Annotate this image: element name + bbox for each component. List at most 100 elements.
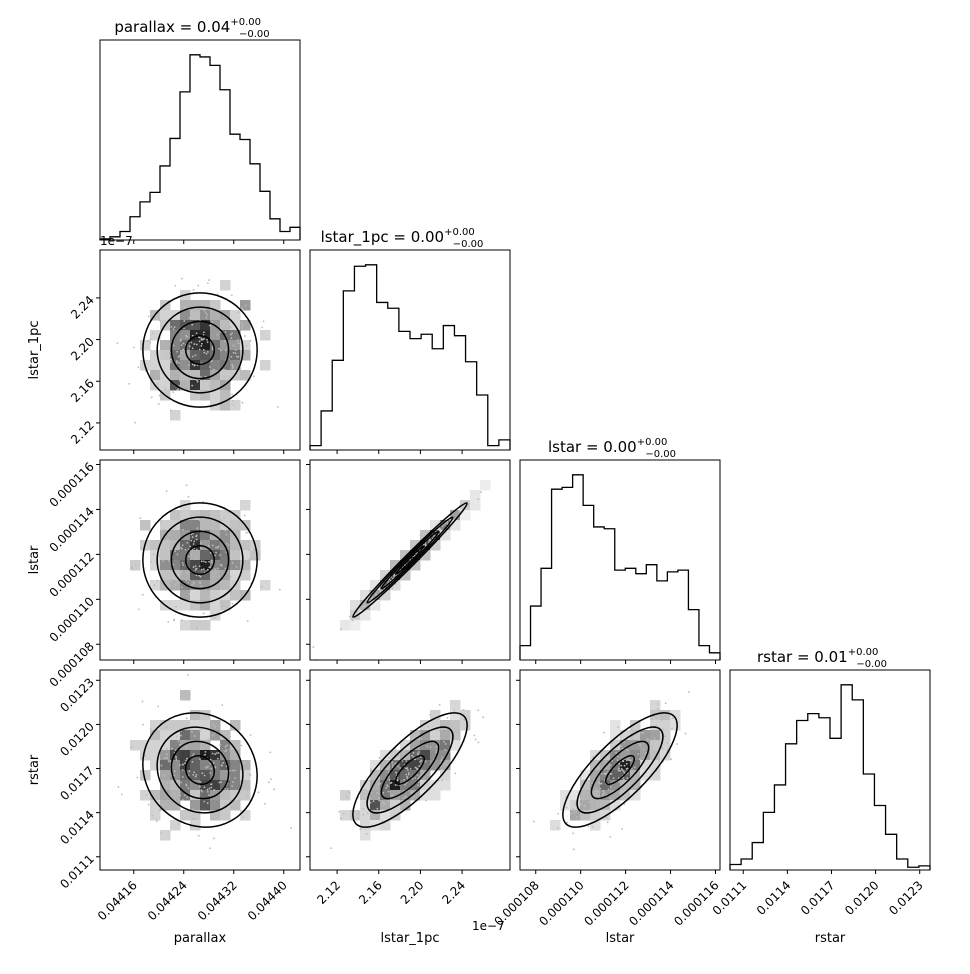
sample-point [621,768,624,771]
density-bin [190,530,201,541]
sample-point [208,324,211,327]
sample-point [216,752,218,754]
density-bin [210,540,221,551]
contour-level-4 [142,712,258,828]
density-bin [360,610,371,621]
sample-point [169,409,172,412]
sample-point [394,784,397,786]
sample-point [180,570,183,573]
sample-point [606,770,609,773]
contour-level-4 [352,502,468,618]
sample-point [565,796,567,798]
sample-point [211,752,214,755]
density-bin [600,800,611,811]
sample-point [180,734,182,737]
density-bin [160,310,171,321]
density-bin [190,300,201,311]
sample-point [214,554,216,557]
sample-point [188,593,191,595]
sample-point [197,284,200,287]
sample-point [141,593,144,596]
sample-point [235,753,237,756]
sample-point [196,514,198,517]
sample-point [179,791,181,794]
sample-point [411,777,414,780]
sample-point [231,399,234,402]
sample-point [418,751,421,753]
sample-point [407,769,409,771]
density-bin [190,390,201,401]
sample-point [194,775,197,778]
sample-point [357,812,360,815]
sample-point [235,355,238,358]
density-bin [150,810,161,821]
x-tick-label-lstar: 0.000110 [536,878,586,928]
sample-point [155,793,158,796]
density-bin [220,800,231,811]
y-tick-label-lstar: 0.000112 [47,549,97,599]
sample-point [477,498,480,501]
sample-point [232,351,235,354]
sample-point [245,344,248,347]
sample-point [609,835,612,838]
density-bin [660,740,671,751]
density-bin [220,320,231,331]
sample-point [419,774,422,777]
sample-point [195,548,198,551]
density-bin [150,750,161,761]
sample-point [184,762,186,765]
sample-point [340,817,342,820]
sample-point [419,760,421,763]
sample-point [163,757,166,760]
density-bin [220,350,231,361]
sample-point [626,749,629,751]
sample-point [210,767,213,770]
density-bin [560,800,571,811]
density-bin [220,740,231,751]
sample-point [211,348,214,351]
sample-point [276,405,279,408]
sample-point [194,354,197,357]
density-bin [620,730,631,741]
sample-point [575,810,578,813]
sample-point [658,753,661,756]
sample-point [209,536,212,539]
sample-point [387,790,390,793]
sample-point [231,785,234,787]
density-bin [200,510,211,521]
density-bin [630,730,641,741]
sample-point [203,351,206,354]
sample-point [193,343,196,345]
sample-point [199,785,201,788]
sample-point [185,717,188,720]
density-bin [390,770,401,781]
density-bin [240,340,251,351]
sample-point [608,797,611,800]
sample-point [234,352,237,355]
sample-point [217,757,219,760]
density-bin [230,770,241,781]
density-bin [180,360,191,371]
density-bin [450,740,461,751]
sample-point [199,575,202,578]
contour-level-3 [156,516,244,604]
hist-step-lstar_1pc [309,264,511,450]
sample-point [220,564,223,567]
sample-point [243,514,246,517]
sample-point [184,306,186,309]
density-bin [590,780,601,791]
sample-point [232,344,235,347]
sample-point [417,784,419,787]
sample-point [557,812,560,815]
hist-title-parallax: parallax = 0.04+0.00 −0.00 [114,17,269,40]
density-bin [430,520,441,531]
scatter-panel-lstar_1pc-vs-lstar [309,459,511,661]
sample-point [186,697,189,700]
sample-point [182,564,185,566]
density-bin [390,790,401,801]
sample-point [201,772,204,775]
sample-point [241,401,244,404]
sample-point [187,673,190,676]
title-main: lstar = 0.00 [548,438,637,456]
sample-point [157,403,160,405]
